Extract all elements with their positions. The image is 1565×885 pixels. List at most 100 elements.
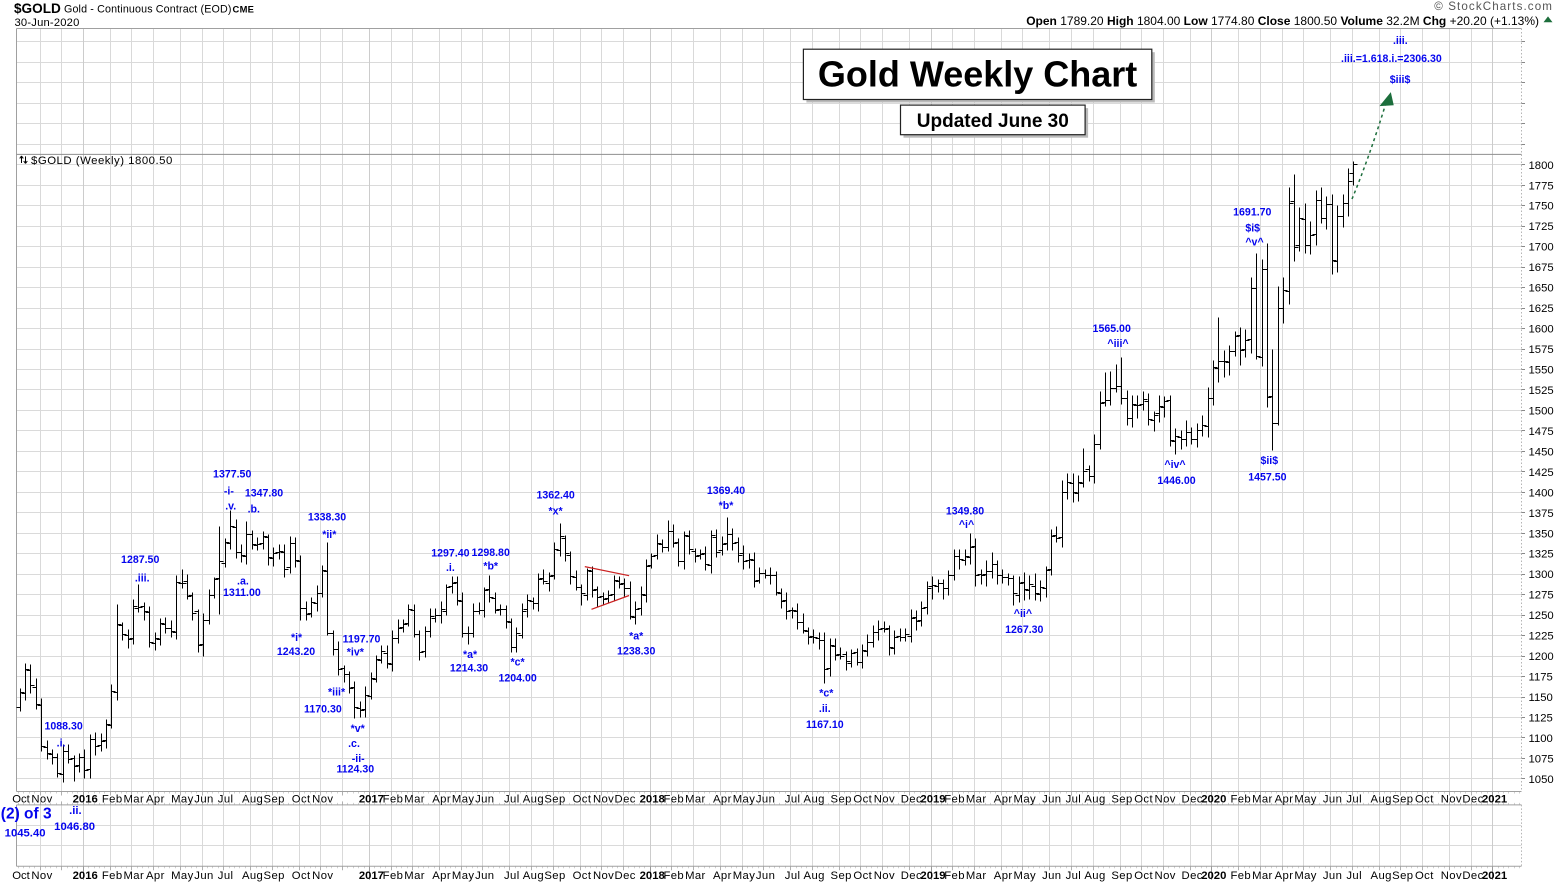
svg-text:Sep: Sep [1392, 793, 1413, 805]
svg-text:Nov: Nov [874, 793, 895, 805]
svg-text:Gold - Continuous Contract (EO: Gold - Continuous Contract (EOD) [64, 4, 232, 16]
svg-text:1625: 1625 [1529, 303, 1554, 315]
svg-text:Nov: Nov [593, 870, 614, 882]
svg-text:Nov: Nov [1441, 870, 1462, 882]
svg-text:-ii-: -ii- [352, 753, 365, 765]
svg-text:1369.40: 1369.40 [707, 485, 745, 497]
svg-text:$i$: $i$ [1245, 223, 1260, 235]
svg-text:Jul: Jul [1346, 870, 1362, 882]
svg-text:Oct: Oct [292, 870, 311, 882]
svg-text:Oct: Oct [853, 793, 872, 805]
svg-text:1046.80: 1046.80 [54, 821, 95, 833]
svg-text:Sep: Sep [264, 793, 285, 805]
svg-text:Nov: Nov [1155, 870, 1176, 882]
svg-text:^iv^: ^iv^ [1164, 459, 1185, 471]
svg-text:Oct: Oct [1415, 793, 1434, 805]
svg-text:1725: 1725 [1529, 221, 1554, 233]
svg-text:Sep: Sep [264, 870, 285, 882]
svg-text:1150: 1150 [1529, 692, 1553, 704]
svg-text:Mar: Mar [1252, 870, 1273, 882]
svg-text:Sep: Sep [544, 870, 565, 882]
svg-text:*b*: *b* [719, 500, 735, 512]
svg-text:Jun: Jun [194, 870, 213, 882]
svg-text:Mar: Mar [123, 793, 144, 805]
svg-text:1347.80: 1347.80 [245, 488, 283, 500]
svg-text:.a.: .a. [237, 576, 249, 588]
svg-text:Sep: Sep [1111, 870, 1132, 882]
svg-text:*iii*: *iii* [328, 687, 346, 699]
svg-text:Oct: Oct [853, 870, 872, 882]
svg-text:May: May [171, 870, 194, 882]
svg-text:1200: 1200 [1529, 651, 1554, 663]
svg-text:1425: 1425 [1529, 467, 1554, 479]
svg-text:1100: 1100 [1529, 733, 1553, 745]
svg-text:Apr: Apr [994, 870, 1013, 882]
svg-text:$iii$: $iii$ [1390, 74, 1411, 86]
svg-text:Jun: Jun [1323, 793, 1342, 805]
svg-text:1377.50: 1377.50 [213, 468, 251, 480]
svg-text:Apr: Apr [146, 870, 165, 882]
svg-text:1375: 1375 [1529, 508, 1554, 520]
svg-text:2021: 2021 [1482, 870, 1507, 882]
svg-text:Dec: Dec [1182, 870, 1203, 882]
svg-text:1214.30: 1214.30 [450, 663, 488, 675]
svg-text:Oct: Oct [12, 793, 30, 805]
svg-text:1250: 1250 [1529, 610, 1554, 622]
svg-text:1243.20: 1243.20 [277, 646, 315, 658]
svg-text:Sep: Sep [1392, 870, 1413, 882]
svg-text:*c*: *c* [819, 687, 834, 699]
svg-text:2019: 2019 [920, 793, 945, 805]
svg-text:2017: 2017 [359, 793, 384, 805]
svg-text:2020: 2020 [1201, 793, 1226, 805]
svg-text:1325: 1325 [1529, 549, 1554, 561]
svg-text:2016: 2016 [73, 793, 98, 805]
svg-text:.i.: .i. [57, 738, 66, 750]
svg-text:$GOLD (Weekly) 1800.50: $GOLD (Weekly) 1800.50 [31, 155, 173, 167]
svg-text:May: May [733, 793, 756, 805]
svg-text:Feb: Feb [1230, 793, 1251, 805]
svg-text:Oct: Oct [1134, 793, 1153, 805]
svg-text:1075: 1075 [1529, 753, 1554, 765]
svg-text:Dec: Dec [1462, 870, 1483, 882]
svg-text:1700: 1700 [1529, 242, 1554, 254]
svg-text:Nov: Nov [593, 793, 614, 805]
svg-text:1267.30: 1267.30 [1005, 624, 1043, 636]
svg-text:Open 1789.20 High 1804.00 Low: Open 1789.20 High 1804.00 Low 1774.80 Cl… [1026, 14, 1539, 28]
svg-text:.i.: .i. [446, 562, 455, 574]
svg-text:Sep: Sep [831, 793, 852, 805]
svg-text:Jul: Jul [785, 870, 801, 882]
svg-text:Gold Weekly Chart: Gold Weekly Chart [818, 54, 1137, 95]
svg-text:Nov: Nov [1441, 793, 1462, 805]
svg-text:May: May [452, 793, 475, 805]
svg-text:Oct: Oct [12, 870, 30, 882]
svg-text:May: May [452, 870, 475, 882]
svg-text:Sep: Sep [544, 793, 565, 805]
svg-text:1446.00: 1446.00 [1157, 475, 1195, 487]
svg-text:1349.80: 1349.80 [946, 506, 984, 518]
svg-text:Feb: Feb [663, 793, 684, 805]
svg-text:Oct: Oct [1415, 870, 1434, 882]
svg-text:Aug: Aug [804, 793, 825, 805]
svg-text:Jun: Jun [1042, 870, 1061, 882]
svg-text:May: May [1294, 870, 1317, 882]
svg-text:Apr: Apr [1275, 870, 1294, 882]
svg-text:1575: 1575 [1529, 344, 1554, 356]
svg-text:Jun: Jun [475, 793, 494, 805]
svg-text:1350: 1350 [1529, 528, 1554, 540]
svg-text:1175: 1175 [1529, 672, 1553, 684]
svg-text:Nov: Nov [874, 870, 895, 882]
svg-text:Apr: Apr [713, 793, 732, 805]
svg-text:Jul: Jul [218, 870, 234, 882]
svg-text:Jun: Jun [1323, 870, 1342, 882]
svg-text:^v^: ^v^ [1245, 236, 1263, 248]
svg-text:$GOLD: $GOLD [14, 1, 61, 16]
svg-text:1125: 1125 [1529, 713, 1553, 725]
svg-text:*x*: *x* [549, 505, 564, 517]
svg-text:$ii$: $ii$ [1260, 455, 1278, 467]
svg-text:Jul: Jul [504, 870, 520, 882]
svg-text:1450: 1450 [1529, 446, 1554, 458]
svg-text:Mar: Mar [404, 793, 425, 805]
svg-text:May: May [1014, 793, 1037, 805]
svg-text:Aug: Aug [1084, 870, 1105, 882]
svg-text:.iii.: .iii. [1393, 35, 1408, 47]
